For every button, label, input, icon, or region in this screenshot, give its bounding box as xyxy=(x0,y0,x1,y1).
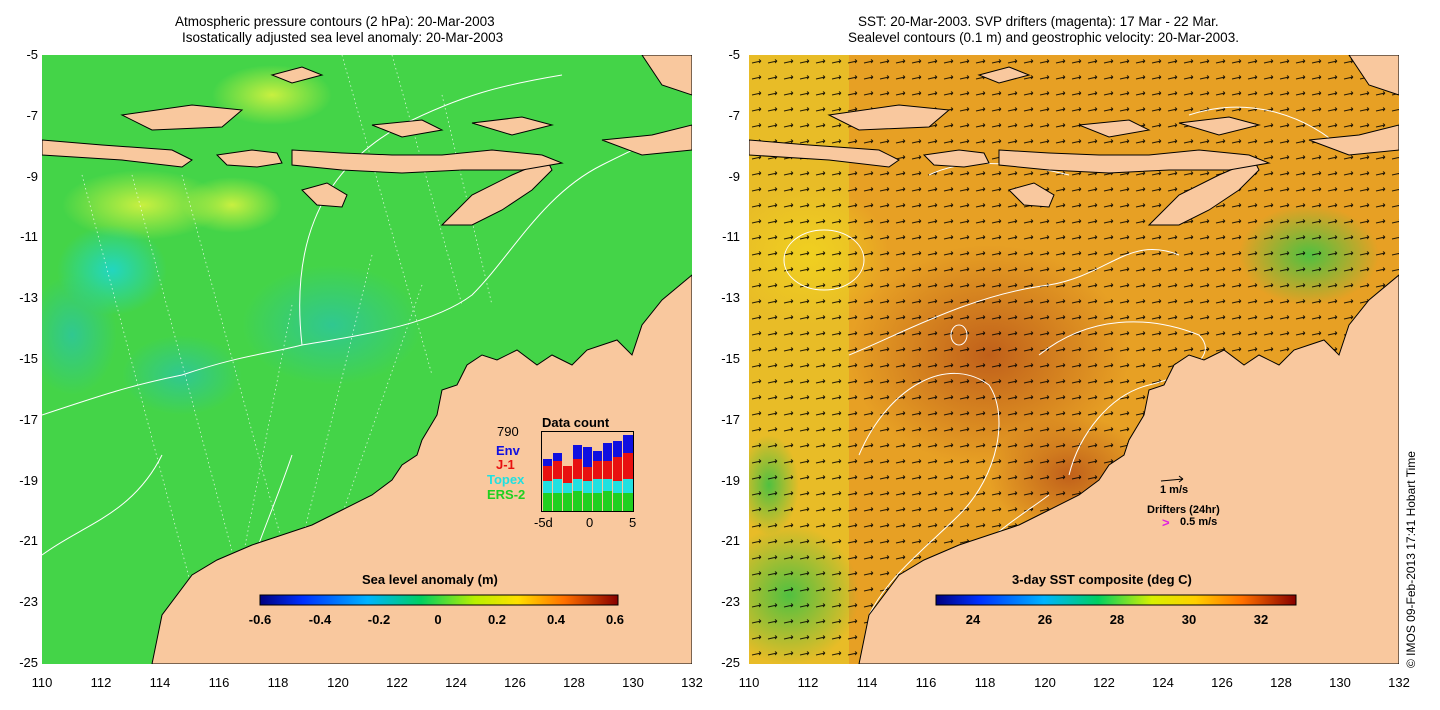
drifter-symbol: > xyxy=(1162,515,1170,530)
left-xtick: 116 xyxy=(208,675,230,690)
right-ytick: -25 xyxy=(721,655,740,670)
left-xtick: 110 xyxy=(31,675,53,690)
left-xtick: 122 xyxy=(386,675,408,690)
histogram-xtick: -5d xyxy=(534,515,553,530)
sst-colorbar-tick: 32 xyxy=(1253,612,1269,627)
drifter-speed: 0.5 m/s xyxy=(1180,516,1218,528)
right-xtick: 110 xyxy=(738,675,760,690)
left-ytick: -17 xyxy=(19,412,38,427)
right-xtick: 130 xyxy=(1329,675,1351,690)
left-xtick: 128 xyxy=(563,675,585,690)
sst-colorbar-title: 3-day SST composite (deg C) xyxy=(1012,572,1192,587)
drifters-label: Drifters (24hr) xyxy=(1147,504,1220,516)
legend-env: Env xyxy=(496,443,520,458)
data-count-histogram xyxy=(541,431,634,512)
right-xtick: 116 xyxy=(915,675,937,690)
velocity-scale-label: 1 m/s xyxy=(1160,484,1189,496)
sla-colorbar-title: Sea level anomaly (m) xyxy=(362,572,498,587)
timor-island xyxy=(440,159,553,226)
right-xtick: 112 xyxy=(797,675,819,690)
right-ytick: -21 xyxy=(721,533,740,548)
sla-high-2 xyxy=(182,177,282,233)
right-xtick: 124 xyxy=(1152,675,1174,690)
left-xtick: 126 xyxy=(504,675,526,690)
right-xtick: 114 xyxy=(856,675,878,690)
right-xtick: 120 xyxy=(1034,675,1056,690)
left-ytick: -7 xyxy=(26,108,38,123)
left-ytick: -5 xyxy=(26,47,38,62)
sst-colorbar-tick: 28 xyxy=(1109,612,1125,627)
sla-colorbar-tick: 0.6 xyxy=(605,612,625,627)
right-xtick: 128 xyxy=(1270,675,1292,690)
left-title-line2: Isostatically adjusted sea level anomaly… xyxy=(182,30,504,45)
sst-colorbar-tick: 26 xyxy=(1037,612,1053,627)
sla-high-1 xyxy=(62,170,222,240)
sla-colorbar-tick: 0 xyxy=(434,612,442,627)
banda-islands xyxy=(120,55,692,156)
timor-island xyxy=(1147,159,1260,226)
right-xtick: 118 xyxy=(974,675,996,690)
sla-colorbar-tick: 0.4 xyxy=(546,612,566,627)
left-ytick: -23 xyxy=(19,594,38,609)
left-xtick: 130 xyxy=(622,675,644,690)
left-xtick: 132 xyxy=(681,675,703,690)
legend-ers2: ERS-2 xyxy=(487,487,526,502)
sla-colorbar-tick: 0.2 xyxy=(487,612,507,627)
left-ytick: -15 xyxy=(19,351,38,366)
sla-colorbar xyxy=(259,594,619,606)
left-map[interactable] xyxy=(42,55,692,664)
left-ytick: -13 xyxy=(19,290,38,305)
credit-text: © IMOS 09-Feb-2013 17:41 Hobart Time xyxy=(1404,451,1418,668)
lesser-sunda-islands xyxy=(42,139,564,174)
right-ytick: -19 xyxy=(721,473,740,488)
right-ytick: -11 xyxy=(722,229,740,244)
right-ytick: -7 xyxy=(728,108,740,123)
legend-topex: Topex xyxy=(487,472,525,487)
sla-low-3 xyxy=(242,265,422,385)
histogram-xtick: 0 xyxy=(586,515,594,530)
left-xtick: 114 xyxy=(149,675,171,690)
right-xtick: 126 xyxy=(1211,675,1233,690)
left-ytick: -21 xyxy=(19,533,38,548)
sla-colorbar-tick: -0.4 xyxy=(308,612,332,627)
left-ytick: -25 xyxy=(19,655,38,670)
right-xtick: 122 xyxy=(1093,675,1115,690)
left-xtick: 118 xyxy=(267,675,289,690)
data-count-total: 790 xyxy=(497,424,519,439)
banda-islands xyxy=(827,55,1399,156)
left-title-line1: Atmospheric pressure contours (2 hPa): 2… xyxy=(175,14,495,29)
right-title-line1: SST: 20-Mar-2003. SVP drifters (magenta)… xyxy=(858,14,1219,29)
sumba-island xyxy=(301,182,348,208)
right-ytick: -9 xyxy=(728,169,740,184)
sst-colorbar xyxy=(935,594,1297,606)
left-xtick: 120 xyxy=(327,675,349,690)
left-xtick: 124 xyxy=(445,675,467,690)
right-xtick: 132 xyxy=(1388,675,1410,690)
data-count-title: Data count xyxy=(542,415,610,430)
right-title-line2: Sealevel contours (0.1 m) and geostrophi… xyxy=(848,30,1239,45)
australia-land xyxy=(858,274,1399,664)
sla-colorbar-tick: -0.2 xyxy=(367,612,391,627)
left-ytick: -19 xyxy=(19,473,38,488)
sla-low-2 xyxy=(42,275,117,395)
left-xtick: 112 xyxy=(90,675,112,690)
right-map[interactable] xyxy=(749,55,1399,664)
right-ytick: -15 xyxy=(721,351,740,366)
australia-land xyxy=(151,274,692,664)
right-ytick: -5 xyxy=(728,47,740,62)
histogram-bars xyxy=(543,435,633,511)
sst-colorbar-tick: 30 xyxy=(1181,612,1197,627)
lesser-sunda-islands xyxy=(749,139,1271,174)
sst-colorbar-tick: 24 xyxy=(965,612,981,627)
left-ytick: -9 xyxy=(26,169,38,184)
right-ytick: -17 xyxy=(721,412,740,427)
left-ytick: -11 xyxy=(20,229,38,244)
right-ytick: -23 xyxy=(721,594,740,609)
histogram-xtick: 5 xyxy=(629,515,637,530)
sumba-island xyxy=(1008,182,1055,208)
right-ytick: -13 xyxy=(721,290,740,305)
sla-colorbar-tick: -0.6 xyxy=(248,612,272,627)
legend-j1: J-1 xyxy=(496,457,515,472)
velocity-scale-arrow xyxy=(1160,475,1184,483)
